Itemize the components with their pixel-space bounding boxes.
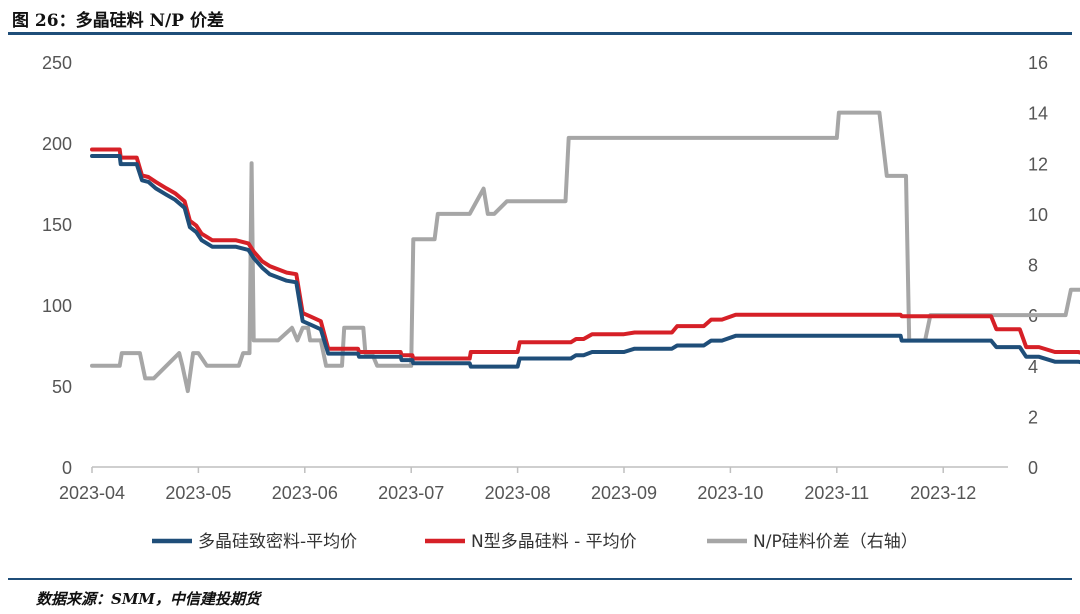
y-left-tick-label: 0	[62, 458, 72, 478]
chart-lines	[90, 110, 1080, 394]
figure-title: 图 26：多晶硅料 N/P 价差	[12, 11, 224, 31]
x-tick-label: 2023-07	[378, 483, 444, 503]
y-right-tick-label: 0	[1028, 458, 1038, 478]
y-right-tick-label: 8	[1028, 256, 1038, 276]
footer-rule	[8, 578, 1072, 580]
y-right-tick-label: 4	[1028, 357, 1038, 377]
series-line-3	[90, 110, 1080, 394]
x-tick-label: 2023-04	[59, 483, 125, 503]
x-tick-label: 2023-12	[910, 483, 976, 503]
y-left-tick-label: 150	[42, 215, 72, 235]
chart-axes: 2023-04 2023-05 2023-06 2023-07 2023-08 2023-…	[42, 53, 1048, 503]
source-note: 数据来源：SMM，中信建投期货	[36, 590, 261, 608]
y-left-tick-label: 200	[42, 134, 72, 154]
legend-label-2: N型多晶硅料 - 平均价	[471, 532, 637, 552]
y-left-tick-label: 50	[52, 377, 72, 397]
y-left-tick-label: 250	[42, 53, 72, 73]
y-right-tick-label: 12	[1028, 154, 1048, 174]
y-right-tick-label: 2	[1028, 407, 1038, 427]
y-left-tick-label: 100	[42, 296, 72, 316]
x-tick-label: 2023-05	[165, 483, 231, 503]
x-tick-label: 2023-10	[697, 483, 763, 503]
series-line-1	[90, 154, 1080, 369]
legend-label-1: 多晶硅致密料-平均价	[198, 532, 357, 552]
y-right-tick-label: 16	[1028, 53, 1048, 73]
x-tick-label: 2023-09	[591, 483, 657, 503]
chart-legend: 多晶硅致密料-平均价 N型多晶硅料 - 平均价 N/P硅料价差（右轴）	[152, 532, 918, 552]
series-line-2	[90, 147, 1080, 361]
x-tick-label: 2023-08	[485, 483, 551, 503]
y-right-tick-label: 14	[1028, 104, 1048, 124]
y-right-tick-label: 10	[1028, 205, 1048, 225]
legend-label-3: N/P硅料价差（右轴）	[753, 532, 918, 552]
title-rule	[8, 32, 1072, 35]
x-tick-label: 2023-11	[804, 483, 869, 503]
x-tick-label: 2023-06	[272, 483, 338, 503]
